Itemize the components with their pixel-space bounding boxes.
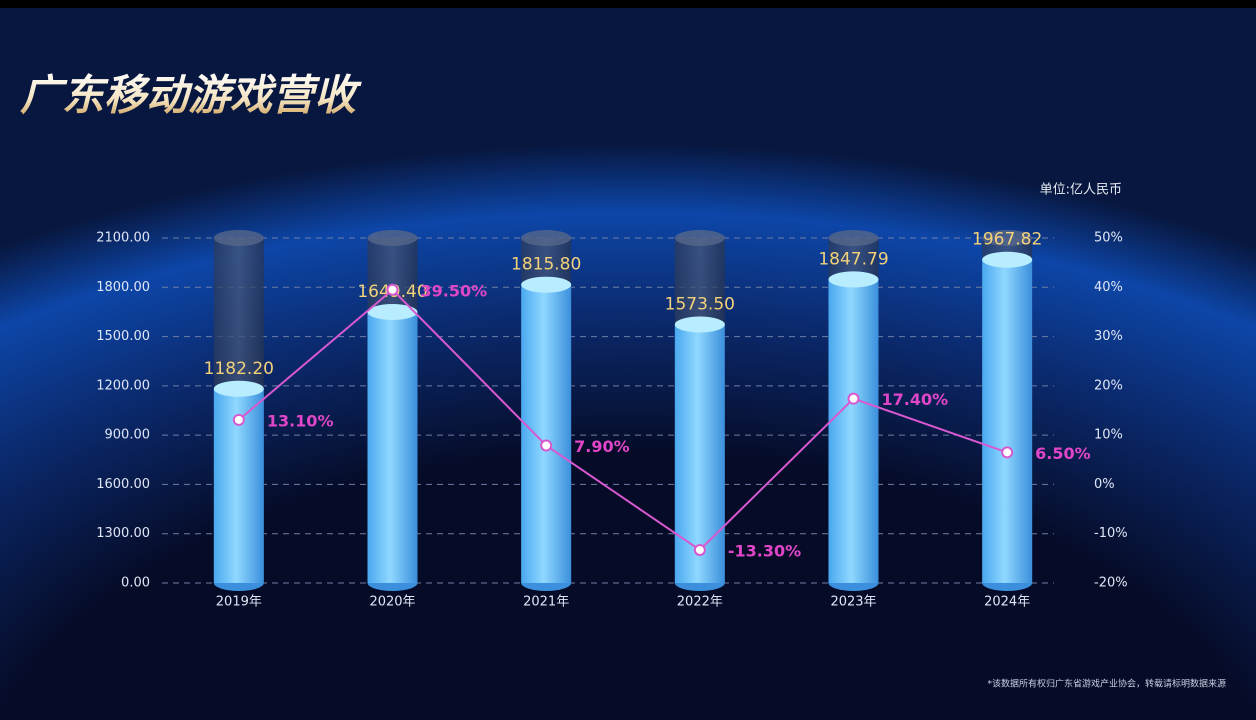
bar-track-top bbox=[828, 230, 879, 246]
bar-track-top bbox=[367, 230, 418, 246]
x-tick-label: 2019年 bbox=[216, 595, 262, 610]
y2-tick-label: 40% bbox=[1094, 280, 1123, 295]
unit-label: 单位:亿人民币 bbox=[1040, 183, 1122, 198]
growth-point bbox=[1001, 446, 1014, 459]
bar bbox=[674, 324, 725, 583]
y2-tick-label: -20% bbox=[1094, 576, 1128, 591]
growth-line bbox=[238, 288, 1008, 552]
bar bbox=[367, 312, 418, 583]
growth-label: -13.30% bbox=[728, 541, 801, 560]
bar-value-label: 1967.82 bbox=[972, 230, 1042, 250]
x-tick-label: 2022年 bbox=[677, 595, 723, 610]
growth-label: 39.50% bbox=[421, 281, 488, 300]
y-tick-label: 0.00 bbox=[121, 576, 150, 591]
bar bbox=[828, 279, 879, 583]
bar-value-label: 1182.20 bbox=[204, 359, 274, 379]
growth-point bbox=[386, 283, 399, 296]
bar-top bbox=[521, 276, 572, 293]
y2-tick-label: 20% bbox=[1094, 378, 1123, 393]
growth-label: 17.40% bbox=[882, 390, 949, 409]
bar-track-top bbox=[213, 230, 264, 246]
bar-track-top bbox=[982, 230, 1033, 246]
bar-top bbox=[674, 316, 725, 333]
growth-label: 13.10% bbox=[267, 411, 334, 430]
y2-tick-label: -10% bbox=[1094, 526, 1128, 541]
bar-track-top bbox=[521, 230, 572, 246]
bar-top bbox=[367, 304, 418, 321]
bar-value-label: 1815.80 bbox=[511, 255, 581, 275]
growth-point bbox=[847, 392, 860, 405]
y-tick-label: 2100.00 bbox=[96, 231, 150, 246]
bar-top bbox=[982, 251, 1033, 268]
footnote: *该数据所有权归广东省游戏产业协会，转载请标明数据来源 bbox=[987, 678, 1226, 690]
y-tick-label: 1300.00 bbox=[96, 526, 150, 541]
bar bbox=[982, 259, 1033, 583]
bar-value-label: 1573.50 bbox=[665, 294, 735, 314]
y-tick-label: 900.00 bbox=[105, 428, 151, 443]
chart-title: 广东移动游戏营收 bbox=[20, 71, 362, 120]
growth-point bbox=[232, 413, 245, 426]
bar-top bbox=[828, 271, 879, 288]
y2-tick-label: 30% bbox=[1094, 329, 1123, 344]
y2-tick-label: 10% bbox=[1094, 428, 1123, 443]
growth-label: 7.90% bbox=[574, 437, 630, 456]
y-tick-label: 1500.00 bbox=[96, 329, 150, 344]
growth-point bbox=[540, 439, 553, 452]
bar-value-label: 1847.79 bbox=[818, 249, 888, 269]
y2-tick-label: 50% bbox=[1094, 231, 1123, 246]
growth-point bbox=[693, 543, 706, 556]
y-tick-label: 1800.00 bbox=[96, 280, 150, 295]
y-tick-label: 1200.00 bbox=[96, 378, 150, 393]
x-tick-label: 2020年 bbox=[369, 595, 415, 610]
growth-label: 6.50% bbox=[1035, 444, 1091, 463]
y2-tick-label: 0% bbox=[1094, 477, 1115, 492]
bar-track-top bbox=[674, 230, 725, 246]
x-tick-label: 2021年 bbox=[523, 595, 569, 610]
top-strip bbox=[0, 0, 1256, 8]
y-tick-label: 1600.00 bbox=[96, 477, 150, 492]
bar bbox=[521, 284, 572, 583]
x-tick-label: 2023年 bbox=[830, 595, 876, 610]
x-tick-label: 2024年 bbox=[984, 595, 1030, 610]
bar-top bbox=[213, 380, 264, 397]
